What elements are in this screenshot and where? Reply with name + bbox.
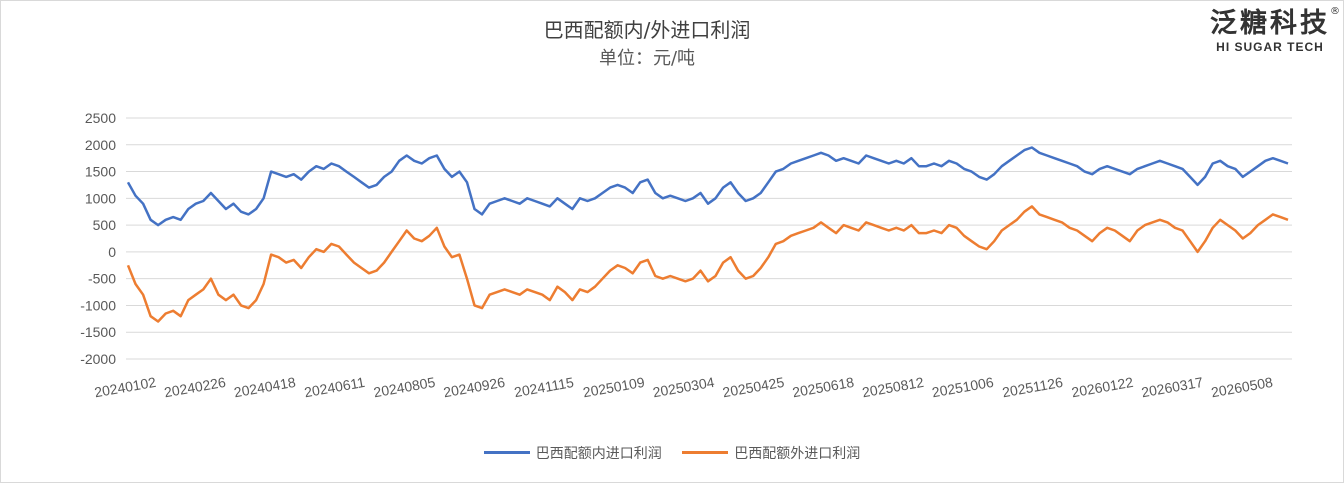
y-axis-ticks: 2500 2000 1500 1000 500 0 -500 -1000 -1500 -2000	[80, 110, 116, 367]
legend-item-outquota[interactable]: 巴西配额外进口利润	[682, 443, 860, 463]
legend: 巴西配额内进口利润 巴西配额外进口利润	[0, 442, 1344, 463]
series-line-1	[126, 205, 1289, 323]
x-tick-label: 20250618	[791, 374, 855, 401]
x-tick-label: 20240102	[93, 374, 157, 401]
x-tick-label: 20251006	[931, 374, 995, 401]
x-tick-label: 20251126	[1001, 374, 1064, 400]
x-tick-label: 20260122	[1070, 374, 1134, 401]
legend-swatch	[483, 451, 530, 454]
chart-title: 巴西配额内/外进口利润	[543, 18, 751, 42]
y-tick-label: 1000	[85, 190, 116, 206]
y-tick-label: -1500	[80, 324, 116, 340]
x-axis-ticks: 20240102 20240226 20240418 20240611 20240805…	[93, 374, 1274, 401]
y-tick-label: 1500	[85, 164, 116, 180]
legend-item-inquota[interactable]: 巴西配额内进口利润	[483, 443, 662, 463]
legend-label: 巴西配额外进口利润	[734, 445, 861, 462]
y-tick-label: 2000	[85, 137, 116, 153]
x-tick-label: 20250812	[861, 374, 925, 401]
grid-lines	[126, 117, 1292, 360]
x-tick-label: 20240926	[442, 374, 506, 401]
y-tick-label: 500	[93, 217, 117, 233]
legend-label: 巴西配额内进口利润	[535, 445, 662, 462]
legend-swatch	[682, 451, 729, 454]
chart-subtitle: 单位：元/吨	[598, 48, 696, 69]
logo-cn-text: 泛糖科技	[1210, 8, 1330, 39]
y-tick-label: 2500	[85, 110, 116, 126]
x-tick-label: 20250425	[721, 374, 785, 401]
x-tick-label: 20240611	[303, 374, 366, 400]
x-tick-label: 20240805	[372, 374, 436, 401]
series-line-0	[126, 146, 1289, 227]
logo-en-text: HI SUGAR TECH	[1216, 40, 1324, 54]
y-tick-label: -1000	[80, 297, 116, 313]
y-tick-label: 0	[108, 244, 116, 260]
x-tick-label: 20260508	[1210, 374, 1274, 401]
x-tick-label: 20250304	[651, 374, 715, 401]
x-tick-label: 20241115	[513, 374, 575, 400]
x-tick-label: 20250109	[582, 374, 646, 401]
x-tick-label: 20260317	[1140, 374, 1204, 401]
registered-mark: ®	[1330, 6, 1340, 17]
y-tick-label: -500	[88, 271, 116, 287]
series-lines	[126, 146, 1289, 323]
y-tick-label: -2000	[80, 351, 116, 367]
x-tick-label: 20240418	[233, 374, 297, 401]
brand-logo: 泛糖科技 HI SUGAR TECH ®	[1210, 6, 1340, 54]
x-tick-label: 20240226	[163, 374, 227, 401]
